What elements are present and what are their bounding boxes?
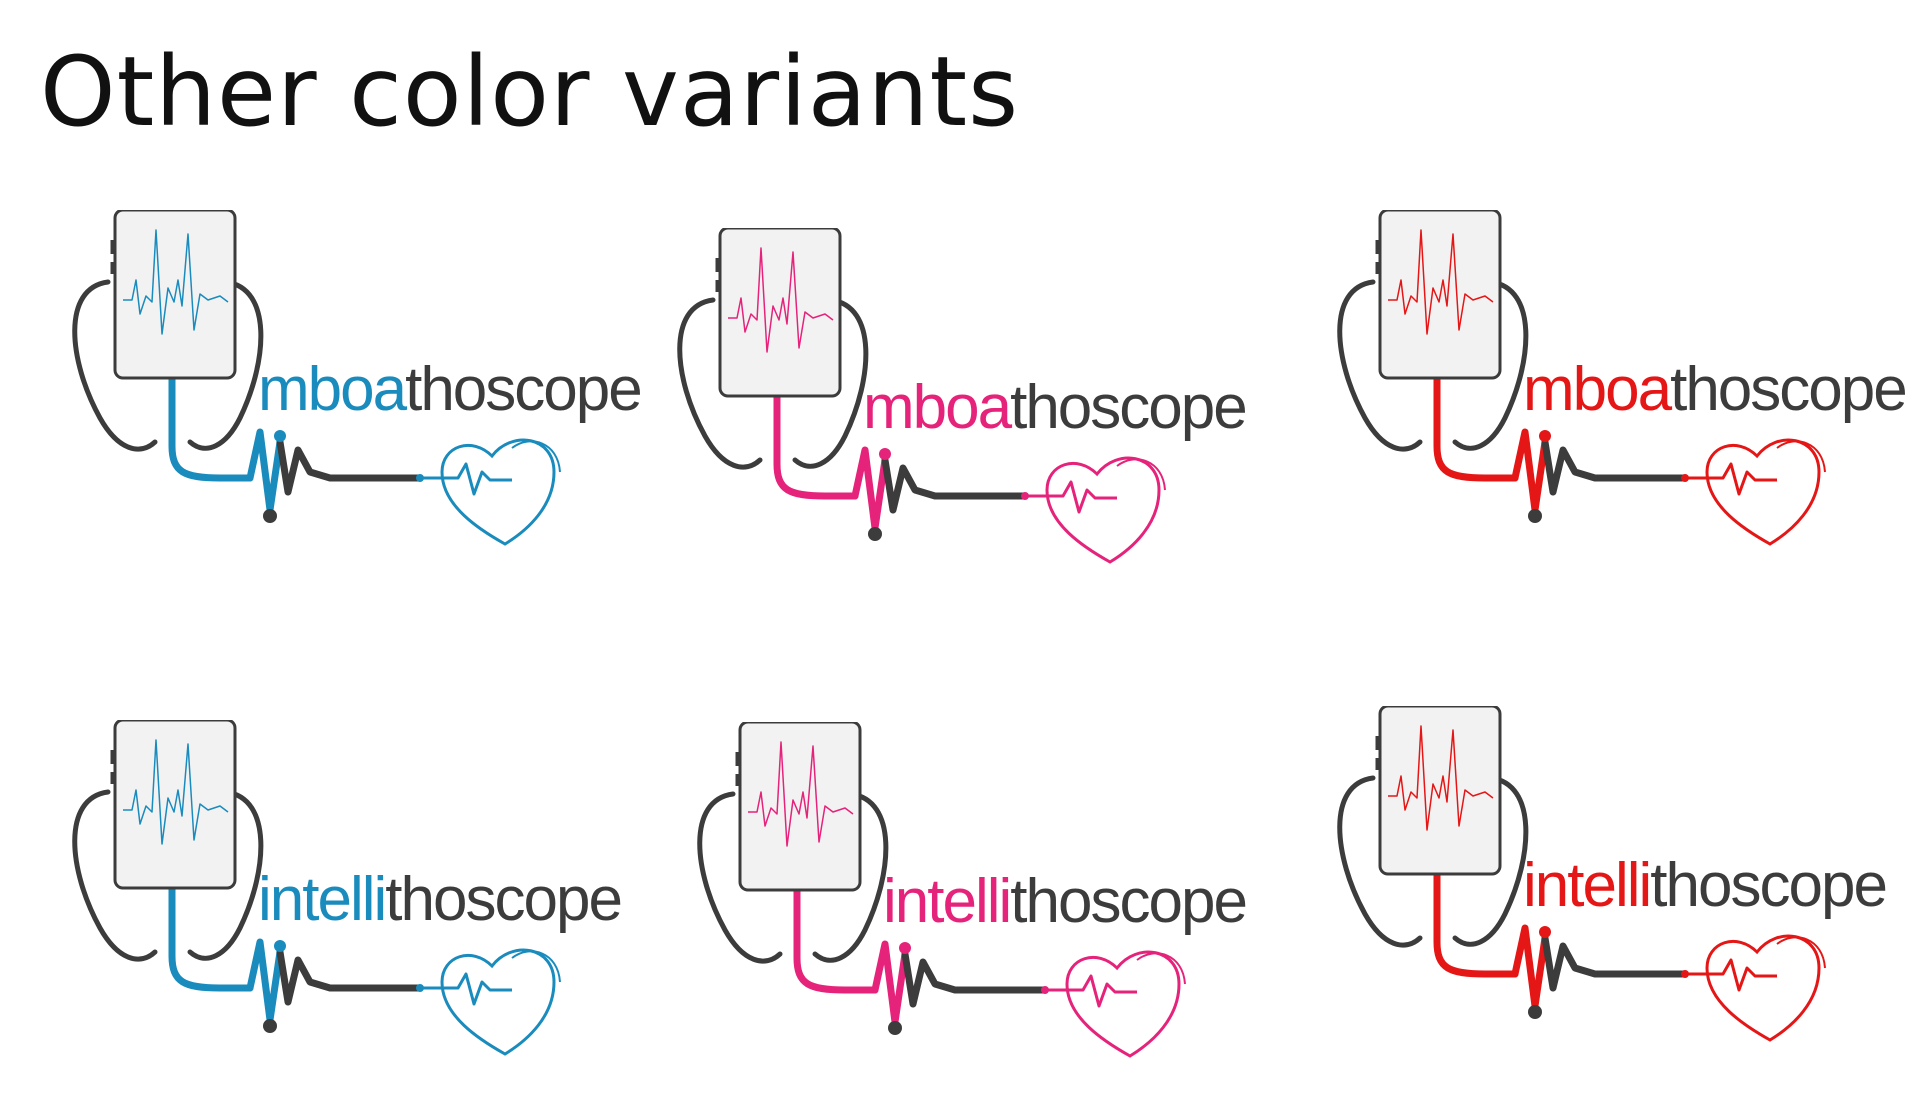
logo-variant: intellithoscope <box>685 722 1285 1102</box>
stethoscope-tube <box>1337 775 1529 948</box>
heart-pulse-line <box>418 462 512 496</box>
cord-knob-top <box>274 940 286 952</box>
svg-text:mboathoscope: mboathoscope <box>863 373 1246 442</box>
logo-prefix: intelli <box>1523 851 1650 920</box>
logo-variant: mboathoscope <box>60 210 660 590</box>
stethoscope-tube <box>72 789 264 962</box>
heart-icon <box>1045 456 1161 564</box>
svg-text:intellithoscope: intellithoscope <box>883 867 1246 936</box>
cord-knob-bottom <box>888 1021 902 1035</box>
heart-icon <box>440 948 556 1056</box>
logo-suffix: thoscope <box>385 865 621 934</box>
cord-knob-top <box>1539 430 1551 442</box>
heart-icon <box>440 438 556 546</box>
stethoscope-tube <box>72 279 264 452</box>
cord-knob-bottom <box>1528 1005 1542 1019</box>
logo-prefix: mboa <box>863 373 1013 442</box>
heart-pulse-line <box>1683 958 1777 992</box>
ecg-trace <box>1388 725 1494 831</box>
pulse-wave-color <box>246 938 284 1024</box>
page-title: Other color variants <box>40 36 1020 148</box>
pulse-wave-color <box>1511 924 1549 1010</box>
ecg-trace <box>123 229 229 335</box>
svg-text:mboathoscope: mboathoscope <box>1523 355 1906 424</box>
cord-knob-top <box>879 448 891 460</box>
logo-variant: intellithoscope <box>60 720 660 1100</box>
cord-knob-bottom <box>868 527 882 541</box>
cord-knob-bottom <box>263 509 277 523</box>
pulse-wave-color <box>851 446 889 532</box>
logo-suffix: thoscope <box>1010 373 1246 442</box>
logo-variant: mboathoscope <box>665 228 1265 608</box>
svg-text:intellithoscope: intellithoscope <box>1523 851 1886 920</box>
logo-prefix: mboa <box>258 355 408 424</box>
ecg-trace <box>748 741 854 847</box>
stethoscope-cord <box>168 356 254 482</box>
cord-knob-bottom <box>263 1019 277 1033</box>
heart-icon <box>1705 934 1821 1042</box>
cord-knob-bottom <box>1528 509 1542 523</box>
cord-knob-top <box>274 430 286 442</box>
stethoscope-tube <box>1337 279 1529 452</box>
logo-variant: mboathoscope <box>1325 210 1920 590</box>
logo-suffix: thoscope <box>1650 851 1886 920</box>
stethoscope-tube <box>677 297 869 470</box>
logo-prefix: intelli <box>883 867 1010 936</box>
heart-icon <box>1065 950 1181 1058</box>
pulse-wave-dark <box>276 948 422 1006</box>
stethoscope-cord <box>773 374 859 500</box>
cord-knob-top <box>899 942 911 954</box>
pulse-wave-dark <box>276 438 422 496</box>
stethoscope-cord <box>793 868 879 994</box>
logo-suffix: thoscope <box>1670 355 1906 424</box>
heart-pulse-line <box>1683 462 1777 496</box>
ecg-trace <box>123 739 229 845</box>
pulse-wave-dark <box>901 950 1047 1008</box>
ecg-trace <box>1388 229 1494 335</box>
heart-pulse-line <box>1023 480 1117 514</box>
pulse-wave-dark <box>1541 934 1687 992</box>
logo-prefix: mboa <box>1523 355 1673 424</box>
pulse-wave-color <box>1511 428 1549 514</box>
stethoscope-cord <box>1433 852 1519 978</box>
logo-variant: intellithoscope <box>1325 706 1920 1086</box>
pulse-wave-color <box>246 428 284 514</box>
cord-knob-top <box>1539 926 1551 938</box>
pulse-wave-dark <box>881 456 1027 514</box>
svg-text:mboathoscope: mboathoscope <box>258 355 641 424</box>
pulse-wave-dark <box>1541 438 1687 496</box>
stethoscope-tube <box>697 791 889 964</box>
ecg-trace <box>728 247 834 353</box>
heart-pulse-line <box>418 972 512 1006</box>
stethoscope-cord <box>1433 356 1519 482</box>
svg-text:intellithoscope: intellithoscope <box>258 865 621 934</box>
heart-pulse-line <box>1043 974 1137 1008</box>
heart-icon <box>1705 438 1821 546</box>
logo-suffix: thoscope <box>1010 867 1246 936</box>
stethoscope-cord <box>168 866 254 992</box>
logo-suffix: thoscope <box>405 355 641 424</box>
logo-prefix: intelli <box>258 865 385 934</box>
pulse-wave-color <box>871 940 909 1026</box>
